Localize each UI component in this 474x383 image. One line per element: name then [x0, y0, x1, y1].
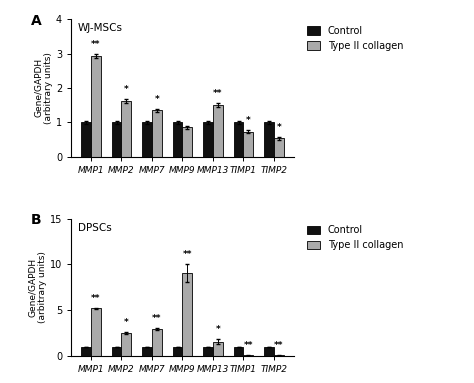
Text: B: B — [31, 213, 42, 227]
Bar — [274, 138, 284, 157]
Bar — [112, 122, 121, 157]
Bar — [173, 347, 182, 356]
Text: *: * — [216, 325, 220, 334]
Bar — [142, 122, 152, 157]
Text: **: ** — [182, 250, 192, 259]
Text: A: A — [31, 14, 42, 28]
Bar — [234, 347, 244, 356]
Text: **: ** — [152, 314, 162, 323]
Text: *: * — [276, 123, 281, 132]
Bar — [244, 355, 253, 356]
Bar — [152, 110, 162, 157]
Legend: Control, Type II collagen: Control, Type II collagen — [305, 24, 405, 53]
Y-axis label: Gene/GAPDH
(arbitrary units): Gene/GAPDH (arbitrary units) — [34, 52, 53, 124]
Bar — [81, 347, 91, 356]
Bar — [91, 308, 101, 356]
Text: *: * — [246, 116, 251, 125]
Bar — [274, 355, 284, 356]
Text: **: ** — [244, 341, 253, 350]
Text: DPSCs: DPSCs — [78, 223, 111, 233]
Bar — [213, 105, 223, 157]
Text: **: ** — [213, 89, 223, 98]
Bar — [91, 56, 101, 157]
Bar — [142, 347, 152, 356]
Legend: Control, Type II collagen: Control, Type II collagen — [305, 224, 405, 252]
Bar — [121, 101, 131, 157]
Text: **: ** — [91, 40, 100, 49]
Text: **: ** — [91, 294, 100, 303]
Bar — [264, 347, 274, 356]
Bar — [203, 122, 213, 157]
Text: **: ** — [274, 341, 283, 350]
Bar — [234, 122, 244, 157]
Bar — [182, 273, 192, 356]
Text: WJ-MSCs: WJ-MSCs — [78, 23, 123, 33]
Bar — [173, 122, 182, 157]
Text: *: * — [124, 318, 129, 327]
Bar — [264, 122, 274, 157]
Text: *: * — [124, 85, 129, 94]
Bar — [244, 132, 253, 157]
Bar — [213, 342, 223, 356]
Bar — [121, 333, 131, 356]
Bar — [81, 122, 91, 157]
Text: *: * — [155, 95, 159, 104]
Bar — [203, 347, 213, 356]
Bar — [112, 347, 121, 356]
Bar — [152, 329, 162, 356]
Y-axis label: Gene/GAPDH
(arbitrary units): Gene/GAPDH (arbitrary units) — [27, 252, 47, 323]
Bar — [182, 128, 192, 157]
